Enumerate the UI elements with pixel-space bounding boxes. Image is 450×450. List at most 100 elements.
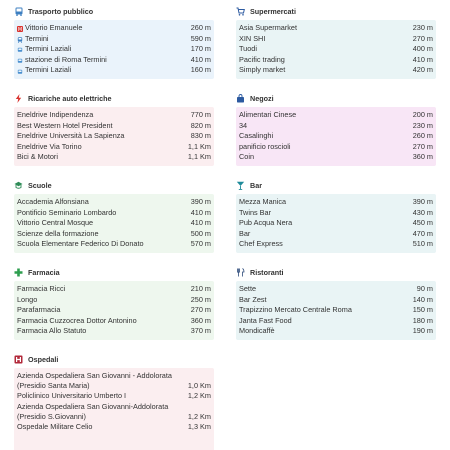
list-item[interactable]: Termini 590 m bbox=[17, 34, 211, 45]
list-item[interactable]: Farmacia Allo Statuto 370 m bbox=[17, 326, 211, 337]
list-item[interactable]: Asia Supermarket 230 m bbox=[239, 23, 433, 34]
list-item[interactable]: Azienda Ospedaliera San Giovanni-Addolor… bbox=[17, 402, 211, 422]
item-name: Farmacia Ricci bbox=[17, 284, 66, 293]
item-name: Trapizzino Mercato Centrale Roma bbox=[239, 305, 352, 315]
section-trasporto: Trasporto pubblico M Vittorio Emanuele 26… bbox=[14, 5, 214, 79]
list-item[interactable]: Sette 90 m bbox=[239, 284, 433, 295]
list-item[interactable]: Vittorio Central Mosque 410 m bbox=[17, 218, 211, 229]
bus-icon bbox=[14, 7, 23, 16]
list-item[interactable]: Eneldrive Via Torino 1,1 Km bbox=[17, 142, 211, 153]
list-item[interactable]: Accademia Alfonsiana 390 m bbox=[17, 197, 211, 208]
item-name: panificio roscioli bbox=[239, 141, 291, 151]
item-name: Vittorio Central Mosque bbox=[17, 218, 94, 228]
item-name: Pacific trading bbox=[239, 54, 285, 64]
list-item[interactable]: Eneldrive Indipendenza 770 m bbox=[17, 110, 211, 121]
section-header: Supermercati bbox=[236, 5, 436, 17]
list-item[interactable]: Best Western Hotel President 820 m bbox=[17, 121, 211, 132]
cocktail-icon bbox=[236, 181, 245, 190]
section-header: Ristoranti bbox=[236, 266, 436, 278]
item-name: Alimentari Cinese bbox=[239, 110, 297, 119]
item-distance: 1,1 Km bbox=[187, 152, 211, 162]
item-distance: 270 m bbox=[412, 141, 433, 151]
list-item[interactable]: Azienda Ospedaliera San Giovanni - Addol… bbox=[17, 371, 211, 391]
trasporto-list: M Vittorio Emanuele 260 m Termini 590 m T… bbox=[14, 20, 214, 79]
shopping-bag-icon bbox=[236, 93, 245, 103]
ricariche-list: Eneldrive Indipendenza 770 m Best Western… bbox=[14, 107, 214, 166]
list-item[interactable]: Trapizzino Mercato Centrale Roma 150 m bbox=[239, 305, 433, 316]
item-distance: 510 m bbox=[412, 239, 433, 249]
list-item[interactable]: Coin 360 m bbox=[239, 152, 433, 163]
tram-icon bbox=[17, 46, 23, 53]
list-item[interactable]: Eneldrive Università La Sapienza 830 m bbox=[17, 131, 211, 142]
bar-list: Mezza Manica 390 m Twins Bar 430 m Pub Acq… bbox=[236, 194, 436, 253]
item-name: Farmacia Allo Statuto bbox=[17, 326, 87, 336]
item-name: Eneldrive Università La Sapienza bbox=[17, 131, 125, 141]
item-name: Termini Laziali bbox=[25, 44, 72, 54]
section-negozi: Negozi Alimentari Cinese 200 m 34 230 m Ca… bbox=[236, 92, 436, 166]
school-icon bbox=[14, 181, 23, 190]
train-icon bbox=[17, 36, 23, 43]
item-name: Mezza Manica bbox=[239, 197, 287, 206]
item-distance: 170 m bbox=[190, 44, 211, 54]
list-item[interactable]: Termini Laziali 160 m bbox=[17, 65, 211, 76]
item-name: Parafarmacia bbox=[17, 305, 61, 315]
item-distance: 1,1 Km bbox=[187, 141, 211, 151]
list-item[interactable]: Alimentari Cinese 200 m bbox=[239, 110, 433, 121]
list-item[interactable]: Twins Bar 430 m bbox=[239, 208, 433, 219]
list-item[interactable]: Ospedale Militare Celio 1,3 Km bbox=[17, 422, 211, 432]
pharmacy-cross-icon bbox=[14, 268, 23, 277]
list-item[interactable]: Bici & Motori 1,1 Km bbox=[17, 152, 211, 163]
list-item[interactable]: Pacific trading 410 m bbox=[239, 55, 433, 66]
list-item[interactable]: XIN SHI 270 m bbox=[239, 34, 433, 45]
item-distance: 590 m bbox=[190, 33, 211, 43]
list-item[interactable]: Parafarmacia 270 m bbox=[17, 305, 211, 316]
item-distance: 260 m bbox=[412, 131, 433, 141]
item-name: Termini Laziali bbox=[25, 65, 72, 75]
list-item[interactable]: Bar 470 m bbox=[239, 229, 433, 240]
list-item[interactable]: 34 230 m bbox=[239, 121, 433, 132]
item-name: Bar Zest bbox=[239, 294, 267, 304]
list-item[interactable]: Farmacia Ricci 210 m bbox=[17, 284, 211, 295]
item-distance: 410 m bbox=[412, 54, 433, 64]
item-name: Longo bbox=[17, 294, 38, 304]
list-item[interactable]: Casalinghi 260 m bbox=[239, 131, 433, 142]
item-distance: 1,2 Km bbox=[187, 411, 211, 421]
ristoranti-list: Sette 90 m Bar Zest 140 m Trapizzino Merca… bbox=[236, 281, 436, 340]
item-name: Twins Bar bbox=[239, 207, 272, 217]
list-item[interactable]: Chef Express 510 m bbox=[239, 239, 433, 250]
list-item[interactable]: Farmacia Cuzzocrea Dottor Antonino 360 m bbox=[17, 316, 211, 327]
list-item[interactable]: Termini Laziali 170 m bbox=[17, 44, 211, 55]
supermercati-list: Asia Supermarket 230 m XIN SHI 270 m Tuodi… bbox=[236, 20, 436, 79]
section-title: Trasporto pubblico bbox=[28, 6, 94, 16]
item-distance: 250 m bbox=[190, 294, 211, 304]
list-item[interactable]: Bar Zest 140 m bbox=[239, 295, 433, 306]
list-item[interactable]: Mezza Manica 390 m bbox=[239, 197, 433, 208]
item-name: XIN SHI bbox=[239, 33, 266, 43]
item-name: Asia Supermarket bbox=[239, 23, 297, 32]
item-distance: 420 m bbox=[412, 65, 433, 75]
list-item[interactable]: Tuodi 400 m bbox=[239, 44, 433, 55]
item-distance: 90 m bbox=[416, 284, 433, 293]
list-item[interactable]: Policlinico Universitario Umberto I 1,2 K… bbox=[17, 391, 211, 401]
item-name: Coin bbox=[239, 152, 255, 162]
list-item[interactable]: Longo 250 m bbox=[17, 295, 211, 306]
list-item[interactable]: Scienze della formazione 500 m bbox=[17, 229, 211, 240]
list-item[interactable]: panificio roscioli 270 m bbox=[239, 142, 433, 153]
item-name: Farmacia Cuzzocrea Dottor Antonino bbox=[17, 315, 137, 325]
list-item[interactable]: Janta Fast Food 180 m bbox=[239, 316, 433, 327]
item-distance: 820 m bbox=[190, 120, 211, 130]
list-item[interactable]: stazione di Roma Termini 410 m bbox=[17, 55, 211, 66]
list-item[interactable]: Pontificio Seminario Lombardo 410 m bbox=[17, 208, 211, 219]
list-item[interactable]: Scuola Elementare Federico Di Donato 570 … bbox=[17, 239, 211, 250]
list-item[interactable]: Mondicaffè 190 m bbox=[239, 326, 433, 337]
item-name: Casalinghi bbox=[239, 131, 274, 141]
item-name: Bar bbox=[239, 228, 251, 238]
item-name: Tuodi bbox=[239, 44, 257, 54]
list-item[interactable]: M Vittorio Emanuele 260 m bbox=[17, 23, 211, 34]
item-name: Eneldrive Via Torino bbox=[17, 141, 82, 151]
list-item[interactable]: Pub Acqua Nera 450 m bbox=[239, 218, 433, 229]
cutlery-icon bbox=[236, 267, 245, 277]
item-distance: 410 m bbox=[190, 218, 211, 228]
item-name: Azienda Ospedaliera San Giovanni - Addol… bbox=[17, 371, 172, 391]
list-item[interactable]: Simply market 420 m bbox=[239, 65, 433, 76]
